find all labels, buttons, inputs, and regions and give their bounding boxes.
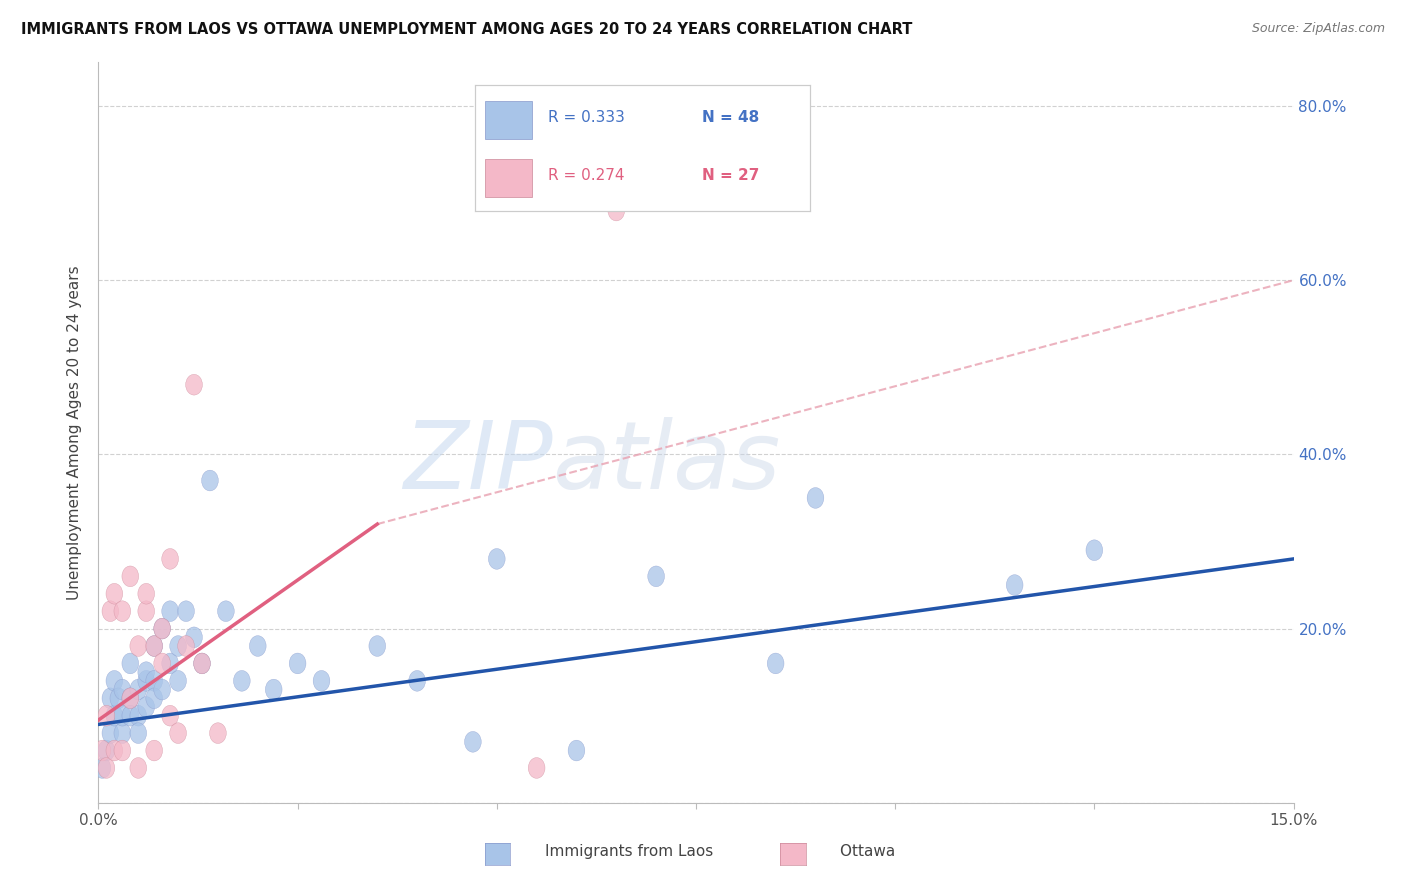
Ellipse shape <box>607 200 624 221</box>
Ellipse shape <box>314 671 330 691</box>
Ellipse shape <box>146 636 163 657</box>
Ellipse shape <box>162 706 179 726</box>
Ellipse shape <box>266 679 283 700</box>
Ellipse shape <box>568 740 585 761</box>
Ellipse shape <box>153 618 170 639</box>
Ellipse shape <box>162 601 179 622</box>
Ellipse shape <box>105 671 122 691</box>
Ellipse shape <box>218 601 235 622</box>
Text: IMMIGRANTS FROM LAOS VS OTTAWA UNEMPLOYMENT AMONG AGES 20 TO 24 YEARS CORRELATIO: IMMIGRANTS FROM LAOS VS OTTAWA UNEMPLOYM… <box>21 22 912 37</box>
Ellipse shape <box>464 731 481 752</box>
Ellipse shape <box>122 653 139 673</box>
Ellipse shape <box>162 653 179 673</box>
Ellipse shape <box>153 618 170 639</box>
Ellipse shape <box>129 706 146 726</box>
Ellipse shape <box>249 636 266 657</box>
Ellipse shape <box>114 679 131 700</box>
Ellipse shape <box>177 601 194 622</box>
Ellipse shape <box>488 549 505 569</box>
Ellipse shape <box>162 549 179 569</box>
Ellipse shape <box>114 740 131 761</box>
Ellipse shape <box>146 740 163 761</box>
Ellipse shape <box>409 671 426 691</box>
Ellipse shape <box>153 679 170 700</box>
Ellipse shape <box>94 740 111 761</box>
Ellipse shape <box>1085 540 1102 560</box>
Ellipse shape <box>129 723 146 744</box>
Text: Ottawa: Ottawa <box>801 845 896 859</box>
Ellipse shape <box>138 601 155 622</box>
Ellipse shape <box>146 636 163 657</box>
Ellipse shape <box>103 723 118 744</box>
Ellipse shape <box>529 757 546 779</box>
Ellipse shape <box>103 601 118 622</box>
Ellipse shape <box>807 488 824 508</box>
Ellipse shape <box>105 706 122 726</box>
Ellipse shape <box>98 706 115 726</box>
Ellipse shape <box>94 757 111 779</box>
Ellipse shape <box>233 671 250 691</box>
Ellipse shape <box>122 566 139 587</box>
Text: ZIP: ZIP <box>404 417 553 508</box>
Ellipse shape <box>98 740 115 761</box>
Ellipse shape <box>209 723 226 744</box>
Text: Source: ZipAtlas.com: Source: ZipAtlas.com <box>1251 22 1385 36</box>
Ellipse shape <box>114 601 131 622</box>
Y-axis label: Unemployment Among Ages 20 to 24 years: Unemployment Among Ages 20 to 24 years <box>67 265 83 600</box>
Ellipse shape <box>194 653 211 673</box>
Ellipse shape <box>170 671 187 691</box>
Ellipse shape <box>146 671 163 691</box>
Ellipse shape <box>153 653 170 673</box>
Ellipse shape <box>146 688 163 708</box>
Ellipse shape <box>105 740 122 761</box>
Ellipse shape <box>177 636 194 657</box>
Ellipse shape <box>129 679 146 700</box>
Ellipse shape <box>194 653 211 673</box>
Ellipse shape <box>114 723 131 744</box>
Ellipse shape <box>186 375 202 395</box>
Ellipse shape <box>122 688 139 708</box>
Ellipse shape <box>122 706 139 726</box>
Text: Immigrants from Laos: Immigrants from Laos <box>506 845 713 859</box>
Ellipse shape <box>114 706 131 726</box>
Ellipse shape <box>129 636 146 657</box>
Ellipse shape <box>138 697 155 717</box>
Ellipse shape <box>110 688 127 708</box>
Text: atlas: atlas <box>553 417 780 508</box>
Ellipse shape <box>138 583 155 604</box>
Ellipse shape <box>368 636 385 657</box>
Ellipse shape <box>138 662 155 682</box>
Ellipse shape <box>768 653 785 673</box>
Ellipse shape <box>170 636 187 657</box>
Ellipse shape <box>122 688 139 708</box>
Ellipse shape <box>103 688 118 708</box>
Ellipse shape <box>201 470 218 491</box>
Ellipse shape <box>170 723 187 744</box>
Ellipse shape <box>98 757 115 779</box>
Ellipse shape <box>186 627 202 648</box>
Ellipse shape <box>105 583 122 604</box>
Ellipse shape <box>290 653 307 673</box>
Ellipse shape <box>129 757 146 779</box>
Ellipse shape <box>138 671 155 691</box>
Ellipse shape <box>648 566 665 587</box>
Ellipse shape <box>1007 574 1024 596</box>
